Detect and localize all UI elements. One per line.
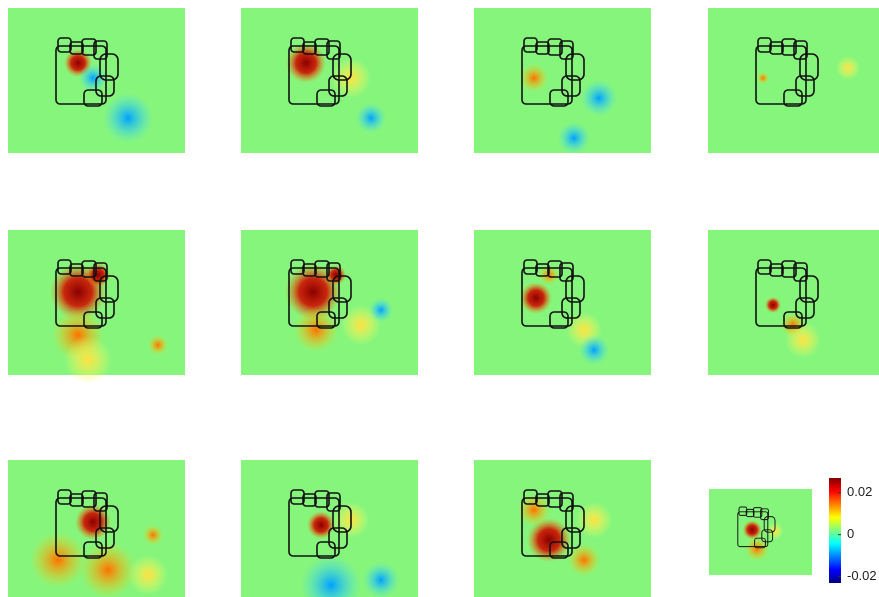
blob (836, 56, 860, 80)
colorbar-tick-label: 0.02 (847, 484, 872, 499)
heatmap-panel (474, 230, 651, 375)
heatmap-panel (241, 8, 418, 153)
blob (757, 72, 769, 84)
blob (558, 122, 590, 154)
heatmap-panel (709, 489, 812, 575)
colorbar-tick-label: -0.02 (847, 568, 877, 583)
blob (363, 562, 399, 597)
blob (520, 282, 552, 314)
blob (579, 335, 609, 365)
blob (307, 511, 335, 539)
heatmap-panel (8, 8, 185, 153)
blob (128, 555, 168, 595)
heatmap-panel (241, 460, 418, 597)
colorbar (829, 478, 841, 583)
colorbar-tick-label: 0 (847, 526, 854, 541)
blob (581, 80, 617, 116)
blob (79, 64, 107, 92)
blob (743, 520, 762, 539)
blob (30, 532, 86, 588)
blob (64, 336, 112, 384)
colorbar-ticks: 0.02 0 -0.02 (838, 484, 877, 583)
blob (80, 542, 136, 597)
heatmap-panel (8, 460, 185, 597)
blob (286, 43, 326, 83)
heatmap-panel (474, 460, 651, 597)
blob (369, 298, 393, 322)
heatmap-panel (708, 230, 879, 375)
blob (103, 93, 153, 143)
blob (148, 335, 168, 355)
heatmap-panel (708, 8, 879, 153)
blob (143, 525, 163, 545)
blob (356, 103, 386, 133)
blob (765, 297, 781, 313)
panel-background (708, 8, 879, 153)
panels (8, 8, 879, 597)
blob (294, 308, 338, 352)
figure: 0.02 0 -0.02 (0, 0, 879, 597)
heatmap-panel (8, 230, 185, 384)
blob (520, 64, 548, 92)
heatmap-panel (241, 230, 418, 375)
heatmap-panel (474, 8, 651, 154)
